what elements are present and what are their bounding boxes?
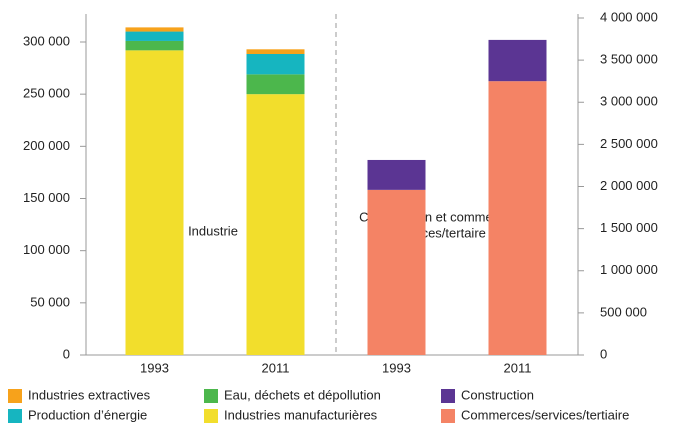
bar-segment xyxy=(125,40,184,51)
legend-label: Commerces/services/tertiaire xyxy=(461,407,629,422)
y-tick-label: 200 000 xyxy=(23,138,70,153)
legend-swatch xyxy=(204,409,218,423)
y2-tick-label: 3 500 000 xyxy=(600,52,658,67)
legend-swatch xyxy=(441,409,455,423)
y-tick-label: 50 000 xyxy=(30,294,70,309)
y2-tick-label: 0 xyxy=(600,346,607,361)
y-tick-label: 0 xyxy=(63,346,70,361)
bar-segment xyxy=(488,81,547,355)
y2-tick-label: 1 500 000 xyxy=(600,220,658,235)
legend-swatch xyxy=(204,389,218,403)
y-tick-label: 250 000 xyxy=(23,86,70,101)
x-tick-label: 1993 xyxy=(382,360,411,375)
x-tick-label: 2011 xyxy=(262,360,290,375)
x-tick-label: 1993 xyxy=(140,360,169,375)
y2-tick-label: 2 000 000 xyxy=(600,178,658,193)
y-tick-label: 100 000 xyxy=(23,242,70,257)
legend-swatch xyxy=(8,389,22,403)
bar-segment xyxy=(246,53,305,75)
bar-segment xyxy=(367,189,426,355)
legend-label: Eau, déchets et dépollution xyxy=(224,387,381,402)
bar-segment xyxy=(125,50,184,355)
legend-swatch xyxy=(8,409,22,423)
legend-swatch xyxy=(441,389,455,403)
legend-label: Industries extractives xyxy=(28,387,151,402)
bar-segment xyxy=(246,49,305,54)
bar-segment xyxy=(125,27,184,32)
bar-segment xyxy=(125,31,184,41)
legend-label: Construction xyxy=(461,387,534,402)
bar-segment xyxy=(367,159,426,190)
bar-segment xyxy=(488,39,547,82)
legend-label: Production d’énergie xyxy=(28,407,147,422)
annotation: Industrie xyxy=(188,223,238,238)
y2-tick-label: 500 000 xyxy=(600,304,647,319)
bar-segment xyxy=(246,74,305,95)
y2-tick-label: 2 500 000 xyxy=(600,136,658,151)
y-tick-label: 150 000 xyxy=(23,190,70,205)
y2-tick-label: 3 000 000 xyxy=(600,94,658,109)
y-tick-label: 300 000 xyxy=(23,33,70,48)
y2-tick-label: 1 000 000 xyxy=(600,262,658,277)
bar-segment xyxy=(246,94,305,355)
y2-tick-label: 4 000 000 xyxy=(600,9,658,24)
legend-label: Industries manufacturières xyxy=(224,407,378,422)
x-tick-label: 2011 xyxy=(504,360,532,375)
